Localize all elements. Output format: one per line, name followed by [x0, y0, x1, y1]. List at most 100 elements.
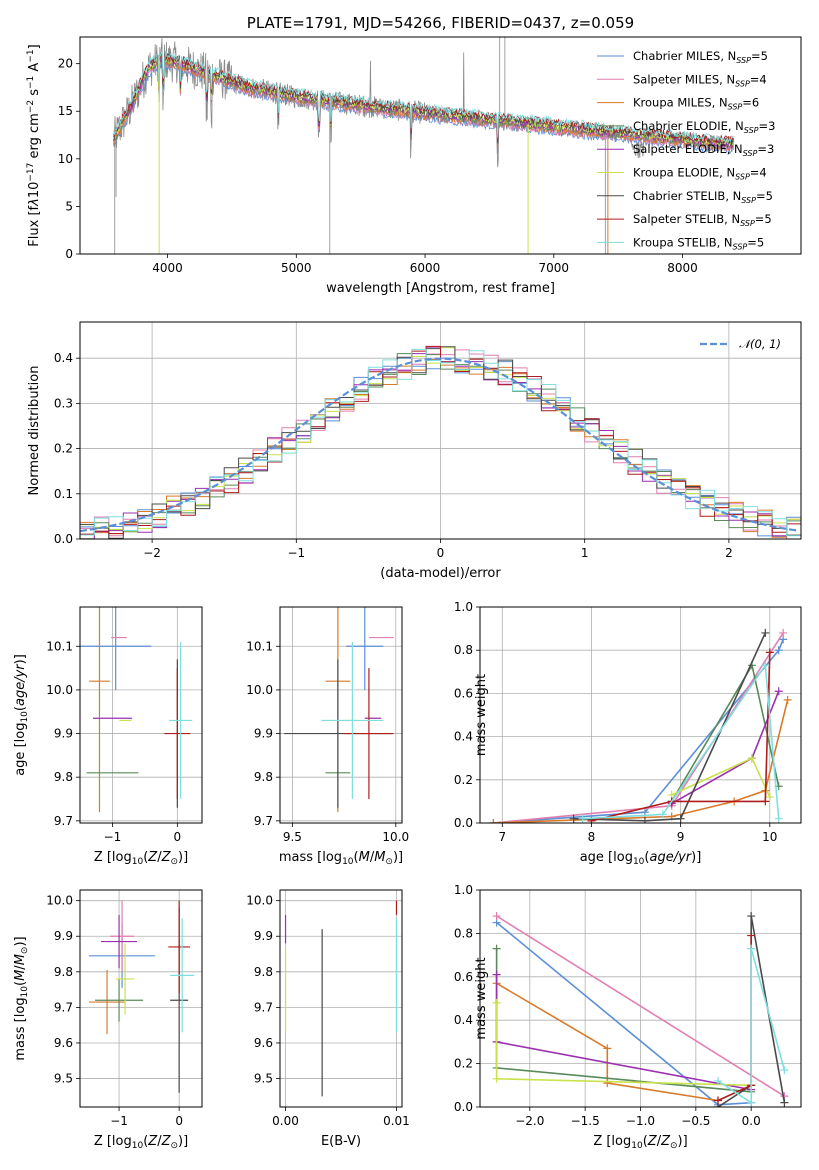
- residuals-ytick-label-3: 0.3: [54, 396, 73, 410]
- weight_vs_Z-ytick-label-1: 0.2: [454, 1057, 473, 1071]
- weight_vs_age-line-salpeter_miles: [493, 632, 784, 823]
- weight_vs_Z-marker-kroupa_miles-2: [603, 1079, 612, 1088]
- residuals-axes: −2 −1 0 1 2 0.0 0.1 0.2 0.3 0.4 (data-model)/error…: [27, 322, 801, 581]
- weight_vs_age-ytick-label-4: 0.8: [454, 643, 473, 657]
- weight_vs_Z-marker-chabrier_stelib-3: [780, 1098, 789, 1107]
- weight_vs_Z-marker-kroupa_stelib-3: [780, 1066, 789, 1075]
- spectrum-lines: [113, 37, 735, 254]
- weight_vs_Z-ytick-label-2: 0.4: [454, 1013, 473, 1027]
- weight_vs_Z-ylabel: mass weight: [474, 957, 489, 1039]
- weight_vs_age-ylabel: mass weight: [474, 674, 489, 756]
- mass_vs_ebv-ytick-label-1: 9.6: [254, 1036, 273, 1050]
- mass_vs_Z-ytick-label-2: 9.7: [54, 1000, 73, 1014]
- weight_vs_age-xlabel: age [log10(age/yr)]: [580, 850, 702, 867]
- weight_vs_age-marker-chabrier_stelib-0: [569, 814, 578, 823]
- weight_vs_Z-line-kroupa_stelib: [717, 948, 786, 1105]
- spectrum-xtick-label-2: 6000: [410, 261, 441, 275]
- mass_vs_ebv-ytick-label-5: 10.0: [246, 894, 273, 908]
- legend-label-kroupa_elodie: Kroupa ELODIE, NSSP=4: [633, 166, 767, 182]
- weight_vs_age-lines: [489, 628, 792, 823]
- mass_vs_Z-xlabel: Z [log10(Z/Z⊙)]: [94, 1134, 188, 1151]
- weight_vs_Z-xtick-label-1: −1.5: [571, 1114, 600, 1128]
- age_vs_mass-points: [284, 607, 394, 813]
- weight_vs_Z-marker-chabrier_elodie-0: [492, 944, 501, 953]
- mass_vs_Z-points: [89, 900, 195, 1093]
- weight_vs_Z-ytick-label-4: 0.8: [454, 926, 473, 940]
- spectrum-frame: [79, 36, 802, 255]
- weight_vs_Z-marker-kroupa_stelib-0: [713, 1076, 722, 1085]
- weight_vs_Z-marker-kroupa_stelib-1: [747, 1098, 756, 1107]
- weight_vs_Z-ytick-label-3: 0.6: [454, 970, 473, 984]
- mass_vs_Z-ytick-label-1: 9.6: [54, 1036, 73, 1050]
- weight_vs_age-marker-kroupa_miles-0: [489, 819, 498, 823]
- weight_vs_age-ytick-label-3: 0.6: [454, 686, 473, 700]
- mass_vs_ebv-points: [284, 900, 398, 1097]
- weight_vs_age-xtick-label-3: 10: [762, 830, 777, 844]
- age_vs_mass-ytick-label-4: 10.1: [246, 639, 273, 653]
- spectrum-xtick-label-0: 4000: [152, 261, 183, 275]
- weight_vs_age-xtick-label-1: 8: [588, 830, 596, 844]
- weight_vs_age-ytick-label-2: 0.4: [454, 730, 473, 744]
- age_vs_Z-xlabel: Z [log10(Z/Z⊙)]: [94, 850, 188, 867]
- weight_vs_age-ytick-label-1: 0.2: [454, 773, 473, 787]
- spectrum-title: PLATE=1791, MJD=54266, FIBERID=0437, z=0…: [247, 14, 634, 32]
- weight_vs_Z-line-chabrier_miles: [496, 921, 752, 1106]
- mass_vs_Z-ylabel: mass [log10(M/M⊙)]: [13, 936, 30, 1060]
- weight_vs_age-marker-kroupa_stelib-2: [761, 661, 770, 670]
- mass_vs_ebv-xtick-label-0: 0.00: [272, 1114, 299, 1128]
- weight_vs_age-marker-salpeter_elodie-2: [774, 687, 783, 696]
- age_vs_Z-points: [80, 607, 193, 813]
- mass_vs_ebv-xtick-label-1: 0.01: [383, 1114, 410, 1128]
- age_vs_mass-axes: 9.5 10.0 9.7 9.8 9.9 10.0 10.1 mass [log10(M/M⊙…: [246, 607, 409, 867]
- mass_vs_ebv-xlabel: E(B-V): [321, 1134, 361, 1149]
- spectrum-ytick-label-2: 10: [58, 152, 73, 166]
- residuals-xtick-label-0: −2: [143, 546, 161, 560]
- spectrum-ytick-label-1: 5: [65, 199, 73, 213]
- mass_vs_Z-axes: −1 0 9.5 9.6 9.7 9.8 9.9 10.0 Z [log10(Z/Z⊙)] mas…: [13, 890, 202, 1151]
- weight_vs_Z-axes: −2.0 −1.5 −1.0 −0.5 0.0 0.0 0.2 0.4 0.6 0.8 1.0 Z […: [454, 883, 801, 1151]
- weight_vs_age-ytick-label-0: 0.0: [454, 816, 473, 830]
- weight_vs_Z-marker-salpeter_stelib-0: [713, 1096, 722, 1105]
- residuals-ytick-label-2: 0.2: [54, 442, 73, 456]
- weight_vs_Z-xlabel: Z [log10(Z/Z⊙)]: [593, 1134, 687, 1151]
- weight_vs_age-marker-chabrier_stelib-2: [676, 814, 685, 823]
- mass_vs_ebv-ytick-label-3: 9.8: [254, 965, 273, 979]
- age_vs_mass-ytick-label-1: 9.8: [254, 770, 273, 784]
- weight_vs_Z-marker-chabrier_stelib-2: [747, 912, 756, 921]
- weight_vs_age-line-kroupa_stelib: [582, 663, 780, 820]
- weight_vs_age-marker-chabrier_miles-2: [774, 646, 783, 655]
- weight_vs_age-marker-chabrier_stelib-3: [761, 628, 770, 637]
- weight_vs_Z-marker-salpeter_miles-0: [492, 912, 501, 921]
- weight_vs_age-marker-salpeter_stelib-2: [761, 797, 770, 806]
- weight_vs_age-marker-salpeter_miles-2: [779, 628, 788, 637]
- weight_vs_age-line-salpeter_stelib: [591, 652, 771, 822]
- weight_vs_Z-xtick-label-4: 0.0: [742, 1114, 761, 1128]
- weight_vs_Z-line-salpeter_miles: [496, 915, 785, 1097]
- mass_vs_Z-xtick-label-0: −1: [110, 1114, 128, 1128]
- legend-label-salpeter_stelib: Salpeter STELIB, NSSP=5: [633, 212, 772, 228]
- age_vs_Z-frame: [79, 606, 203, 824]
- residuals-normal-curve: [80, 357, 799, 533]
- legend-label-kroupa_miles: Kroupa MILES, NSSP=6: [633, 96, 759, 112]
- age_vs_Z-ytick-label-3: 10.0: [46, 683, 73, 697]
- weight_vs_age-marker-kroupa_stelib-0: [578, 814, 587, 823]
- age_vs_Z-ylabel: age [log10(age/yr)]: [13, 654, 30, 776]
- mass_vs_ebv-ytick-label-4: 9.9: [254, 929, 273, 943]
- residuals-hist-kroupa_stelib: [80, 348, 801, 537]
- age_vs_mass-xtick-label-1: 10.0: [382, 830, 409, 844]
- weight_vs_Z-marker-kroupa_stelib-2: [747, 944, 756, 953]
- weight_vs_age-marker-kroupa_elodie-1: [747, 754, 756, 763]
- residuals-xtick-label-2: 0: [437, 546, 445, 560]
- age_vs_Z-ytick-label-1: 9.8: [54, 770, 73, 784]
- weight_vs_Z-marker-kroupa_elodie-0: [492, 998, 501, 1007]
- weight_vs_Z-line-salpeter_elodie: [495, 974, 752, 1091]
- weight_vs_age-xtick-label-0: 7: [498, 830, 506, 844]
- weight_vs_Z-lines: [492, 912, 789, 1107]
- mass_vs_ebv-axes: 0.00 0.01 9.5 9.6 9.7 9.8 9.9 10.0 E(B-V): [246, 890, 410, 1149]
- legend-label-chabrier_stelib: Chabrier STELIB, NSSP=5: [633, 189, 773, 205]
- weight_vs_Z-xtick-label-0: −2.0: [515, 1114, 544, 1128]
- weight_vs_age-axes: 7 8 9 10 0.0 0.2 0.4 0.6 0.8 1.0 age [log10(age/yr…: [454, 600, 801, 867]
- mass_vs_ebv-frame: [279, 889, 403, 1108]
- age_vs_mass-xtick-label-0: 9.5: [283, 830, 302, 844]
- age_vs_Z-xtick-label-1: 0: [174, 830, 182, 844]
